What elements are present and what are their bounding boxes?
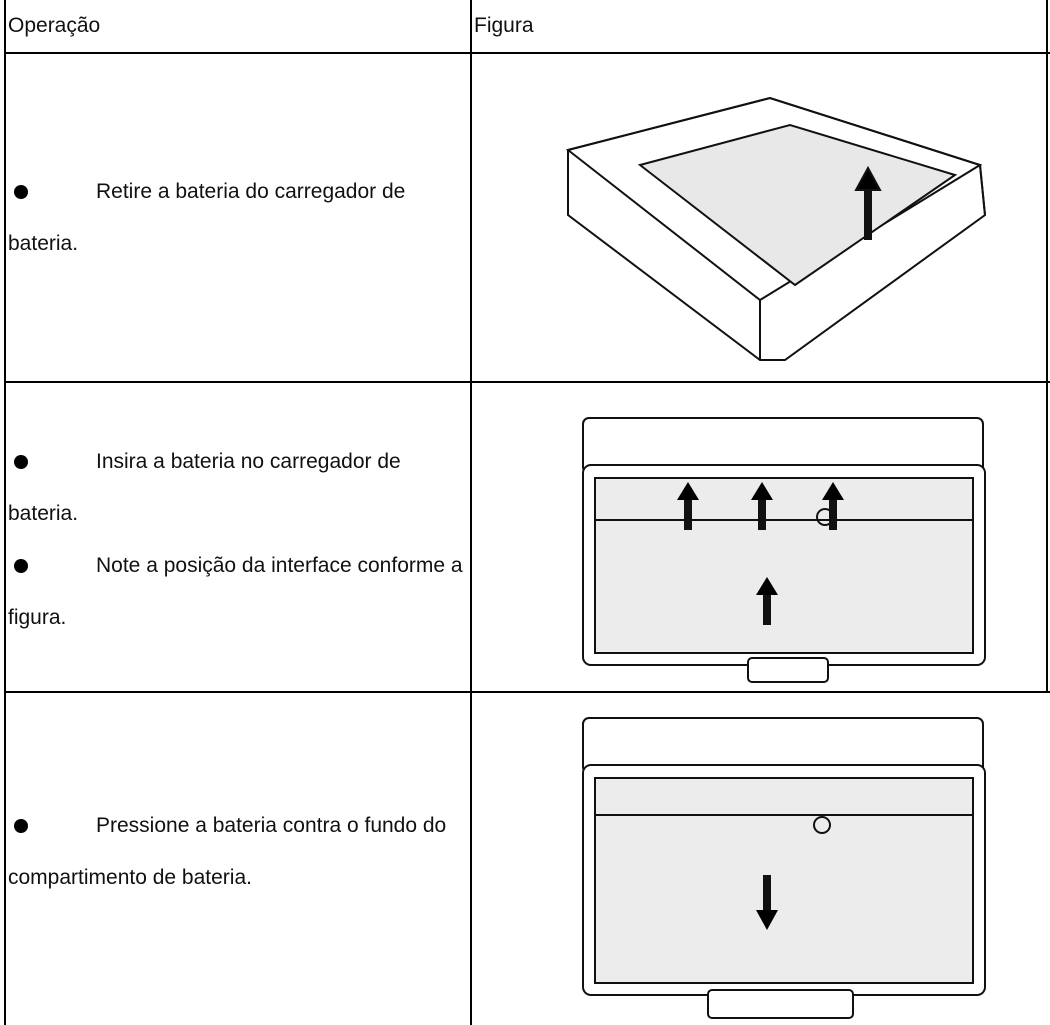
bullet bbox=[14, 455, 28, 469]
bullet-item: Note a posição da interface conforme a f… bbox=[8, 540, 463, 644]
header-cell: Figura bbox=[474, 14, 534, 37]
figure-charger-iso bbox=[565, 96, 987, 361]
bullet-item: Pressione a bateria contra o fundo do co… bbox=[8, 800, 463, 904]
operation-text: Insira a bateria no carregador de bateri… bbox=[8, 450, 401, 525]
table-border bbox=[470, 0, 472, 1025]
operation-text: Retire a bateria do carregador de bateri… bbox=[8, 180, 406, 255]
table-border bbox=[4, 0, 6, 1025]
bullet bbox=[14, 559, 28, 573]
table-border bbox=[4, 381, 1050, 383]
bullet bbox=[14, 185, 28, 199]
figure-charger-press bbox=[582, 717, 986, 1019]
table-border bbox=[1046, 0, 1048, 692]
operation-text: Note a posição da interface conforme a f… bbox=[8, 554, 463, 629]
figure-charger-top bbox=[582, 417, 986, 683]
header-cell: Operação bbox=[8, 14, 101, 37]
table-border bbox=[4, 52, 1050, 54]
bullet-item: Insira a bateria no carregador de bateri… bbox=[8, 436, 463, 540]
table-border bbox=[4, 691, 1050, 693]
bullet bbox=[14, 819, 28, 833]
bullet-item: Retire a bateria do carregador de bateri… bbox=[8, 166, 463, 270]
operation-text: Pressione a bateria contra o fundo do co… bbox=[8, 814, 447, 889]
